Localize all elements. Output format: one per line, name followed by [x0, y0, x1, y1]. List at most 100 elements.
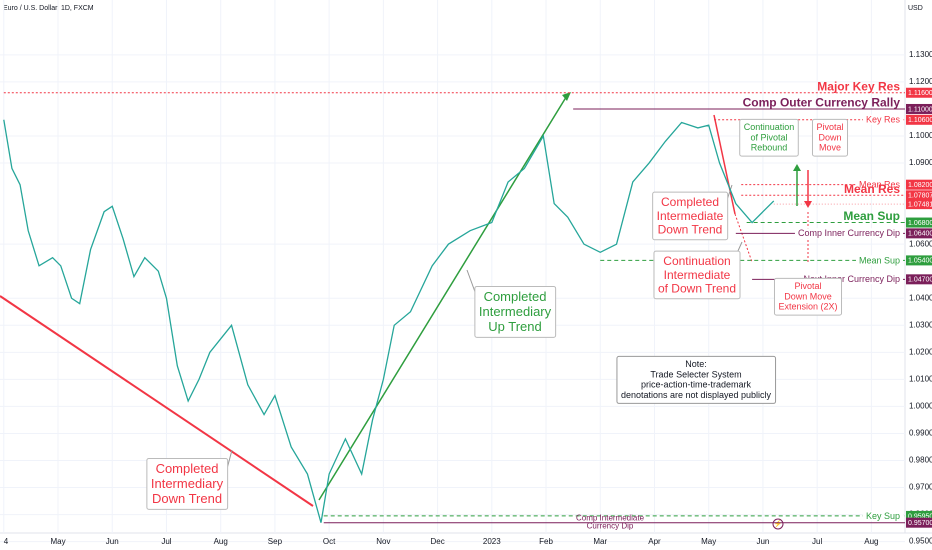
annotation-line: Down Trend	[152, 491, 222, 506]
annotation-line: Move	[819, 143, 841, 153]
y-tick-label: 1.01000	[909, 374, 932, 383]
x-tick-label: May	[50, 537, 65, 546]
price-badge-label: 1.07807	[908, 193, 932, 200]
annotation-line: Continuation	[744, 122, 795, 132]
level-label-line: Comp Intermediate	[576, 514, 645, 523]
price-badge	[906, 199, 932, 210]
x-tick-label: 4	[4, 537, 9, 546]
x-tick-label: Mar	[593, 537, 607, 546]
y-tick-label: 1.12000	[909, 77, 932, 86]
down-trend-line	[0, 295, 314, 507]
label-bg	[855, 255, 903, 266]
arrow-head	[804, 201, 812, 208]
label-bg	[862, 510, 903, 521]
annotation-line: Completed	[661, 195, 719, 209]
x-tick-label: Nov	[376, 537, 390, 546]
level-label: Mean Sup	[843, 209, 900, 223]
y-tick-label: 0.95000	[909, 537, 932, 546]
price-badge	[906, 255, 932, 266]
level-label: Key Sup	[866, 511, 900, 521]
up-trend-line	[318, 93, 569, 501]
annotation-line: Completed	[484, 289, 547, 304]
annotation-text: Completed Intermediary Up Trend	[479, 289, 552, 334]
x-tick-label: Apr	[648, 537, 661, 546]
annotation-box	[653, 250, 741, 300]
annotation-line: Intermediate	[657, 209, 724, 223]
price-badge	[906, 517, 932, 528]
price-badge	[906, 114, 932, 125]
annotation-line: Down Trend	[658, 223, 723, 237]
level-label: Key Res	[866, 115, 901, 125]
price-badge	[906, 103, 932, 114]
annotation-line: Down Move	[784, 292, 832, 302]
level-label: Comp Inner Currency Dip	[798, 228, 900, 238]
price-badge	[906, 87, 932, 98]
annotation-line: Pivotal	[816, 122, 843, 132]
annotation-box	[616, 355, 777, 404]
annotation-line: denotations are not displayed publicly	[621, 390, 772, 400]
x-tick-label: Jul	[812, 537, 822, 546]
x-tick-label: Oct	[323, 537, 336, 546]
level-label: Mean Res	[844, 182, 900, 196]
price-badge-label: 0.95950	[908, 513, 932, 520]
annotation-box	[146, 457, 229, 510]
annotation-box	[773, 277, 843, 316]
x-tick-label: Jun	[106, 537, 119, 546]
x-tick-label: Sep	[268, 537, 283, 546]
x-tick-label: Aug	[864, 537, 878, 546]
level-label: Comp Intermediate Currency Dip	[576, 514, 645, 531]
price-badge-label: 1.08200	[908, 182, 932, 189]
annotation-text: Note: Trade Selecter System price-action-t…	[621, 359, 772, 400]
x-tick-label: 2023	[483, 537, 501, 546]
price-badge	[906, 217, 932, 228]
currency-label: USD	[908, 5, 923, 12]
annotation-line: Intermediary	[151, 476, 224, 491]
price-badge-label: 1.06400	[908, 231, 932, 238]
y-tick-label: 1.04000	[909, 293, 932, 302]
price-badge	[906, 274, 932, 285]
annotation-line: Continuation	[663, 254, 730, 268]
level-label: Next Inner Currency Dip	[803, 274, 900, 284]
price-badge-label: 1.06800	[908, 220, 932, 227]
price-badge-label: 1.04700	[908, 277, 932, 284]
annotation-text: Completed Intermediate Down Trend	[657, 195, 724, 237]
level-label: Mean Res	[859, 180, 901, 190]
price-badge-label: 1.11600	[908, 90, 932, 97]
x-tick-label: Feb	[539, 537, 553, 546]
level-label: Major Key Res	[817, 79, 900, 93]
chart-title: Euro / U.S. Dollar, 1D, FXCM	[3, 5, 94, 12]
annotation-line: Note:	[685, 359, 707, 369]
x-tick-label: Aug	[214, 537, 228, 546]
annotation-line: Up Trend	[488, 319, 541, 334]
y-tick-label: 1.09000	[909, 158, 932, 167]
x-tick-label: May	[701, 537, 716, 546]
x-tick-label: Jul	[161, 537, 171, 546]
arrow-head	[793, 164, 801, 171]
annotation-line: of Pivotal	[750, 133, 787, 143]
annotation-text: Pivotal Down Move Extension (2X)	[778, 281, 837, 312]
x-tick-label: Jun	[756, 537, 769, 546]
annotation-line: Down	[818, 133, 841, 143]
annotation-line: Intermediary	[479, 304, 552, 319]
price-badge	[906, 190, 932, 201]
price-badge-label: 1.05400	[908, 258, 932, 265]
annotation-text: Completed Intermediary Down Trend	[151, 461, 224, 506]
event-icon[interactable]	[772, 518, 784, 530]
level-label: Comp Outer Currency Rally	[743, 96, 901, 110]
y-tick-label: 1.03000	[909, 320, 932, 329]
price-badge-label: 1.10600	[908, 117, 932, 124]
y-tick-label: 1.10000	[909, 131, 932, 140]
price-badge	[906, 510, 932, 521]
annotation-text: Continuation Intermediate of Down Trend	[658, 254, 736, 296]
annotation-line: price-action-time-trademark	[641, 380, 752, 390]
price-line	[3, 119, 775, 523]
price-badge	[906, 179, 932, 190]
x-tick-label: Dec	[430, 537, 444, 546]
label-bg	[800, 274, 903, 285]
label-bg	[855, 179, 904, 190]
